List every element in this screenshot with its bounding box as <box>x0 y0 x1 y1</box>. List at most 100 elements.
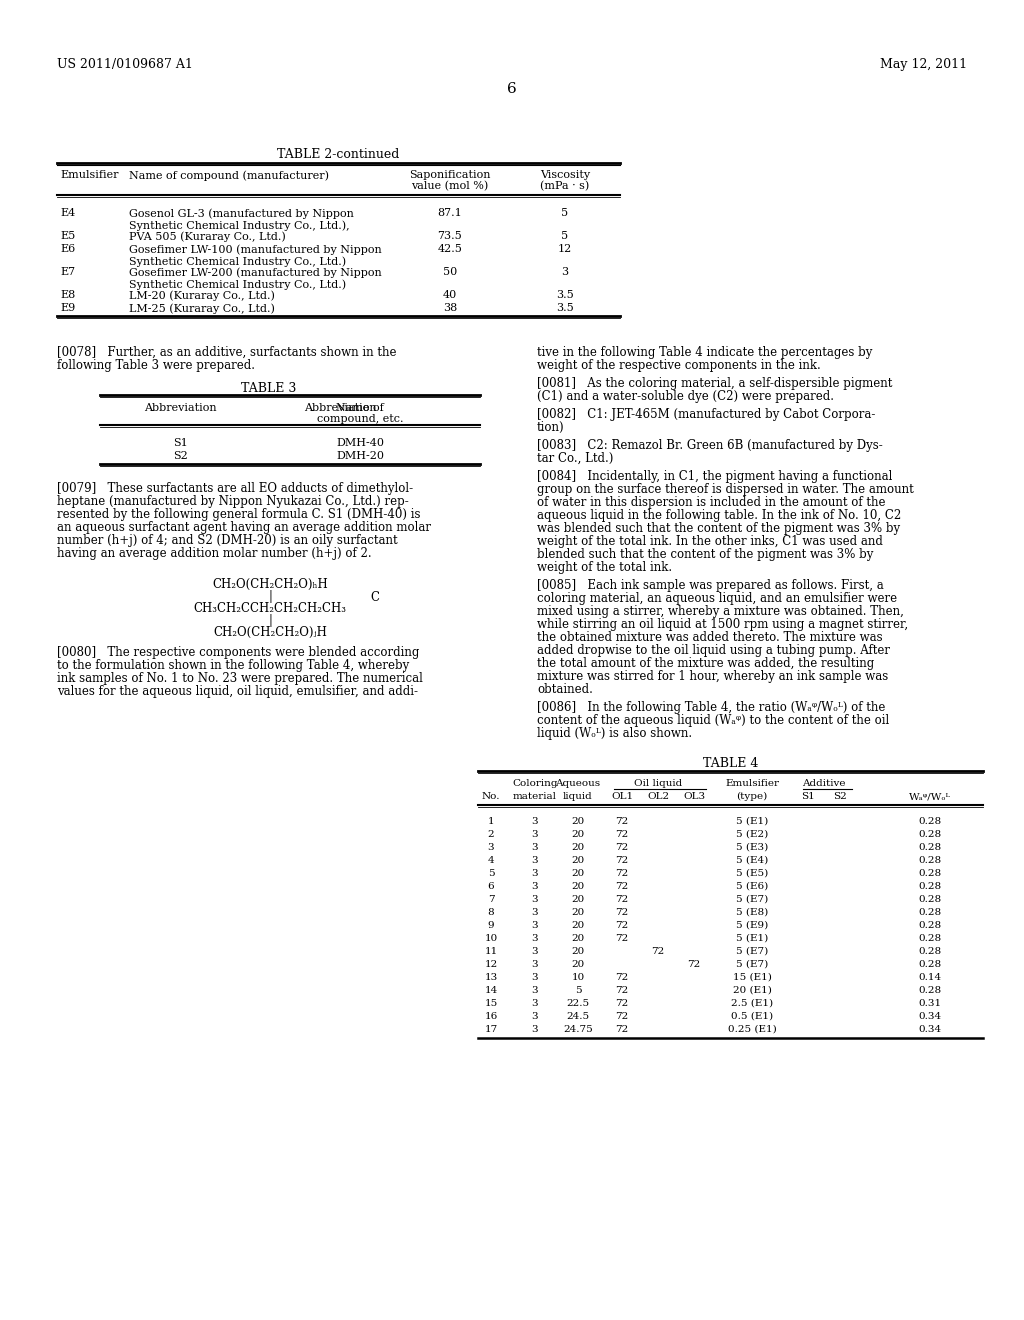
Text: 3: 3 <box>561 267 568 277</box>
Text: DMH-40: DMH-40 <box>336 438 384 447</box>
Text: mixed using a stirrer, whereby a mixture was obtained. Then,: mixed using a stirrer, whereby a mixture… <box>537 605 904 618</box>
Text: TABLE 3: TABLE 3 <box>241 381 296 395</box>
Text: 0.28: 0.28 <box>919 830 941 840</box>
Text: E8: E8 <box>60 290 75 300</box>
Text: 5 (E9): 5 (E9) <box>736 921 768 931</box>
Text: Abbreviation: Abbreviation <box>304 403 376 413</box>
Text: 5 (E7): 5 (E7) <box>736 895 768 904</box>
Text: 15 (E1): 15 (E1) <box>732 973 771 982</box>
Text: No.: No. <box>481 792 501 801</box>
Text: 20: 20 <box>571 830 585 840</box>
Text: 72: 72 <box>615 869 629 878</box>
Text: liquid: liquid <box>563 792 593 801</box>
Text: 5: 5 <box>487 869 495 878</box>
Text: Emulsifier: Emulsifier <box>725 779 779 788</box>
Text: CH₂O(CH₂CH₂O)ⱼH: CH₂O(CH₂CH₂O)ⱼH <box>213 626 327 639</box>
Text: 3: 3 <box>531 817 539 826</box>
Text: S2: S2 <box>834 792 847 801</box>
Text: 11: 11 <box>484 946 498 956</box>
Text: 3: 3 <box>531 946 539 956</box>
Text: (mPa · s): (mPa · s) <box>541 181 590 191</box>
Text: 0.28: 0.28 <box>919 817 941 826</box>
Text: 20: 20 <box>571 946 585 956</box>
Text: 73.5: 73.5 <box>437 231 463 242</box>
Text: [0081]   As the coloring material, a self-dispersible pigment: [0081] As the coloring material, a self-… <box>537 378 892 389</box>
Text: |: | <box>268 614 272 627</box>
Text: 72: 72 <box>615 843 629 851</box>
Text: 0.25 (E1): 0.25 (E1) <box>728 1026 776 1034</box>
Text: 3: 3 <box>531 882 539 891</box>
Text: 16: 16 <box>484 1012 498 1020</box>
Text: Synthetic Chemical Industry Co., Ltd.): Synthetic Chemical Industry Co., Ltd.) <box>129 279 346 289</box>
Text: 0.28: 0.28 <box>919 843 941 851</box>
Text: [0086]   In the following Table 4, the ratio (Wₐᵠ/Wₒᴸ) of the: [0086] In the following Table 4, the rat… <box>537 701 886 714</box>
Text: 3: 3 <box>531 895 539 904</box>
Text: ink samples of No. 1 to No. 23 were prepared. The numerical: ink samples of No. 1 to No. 23 were prep… <box>57 672 423 685</box>
Text: Name of: Name of <box>336 403 384 413</box>
Text: 5 (E8): 5 (E8) <box>736 908 768 917</box>
Text: 10: 10 <box>571 973 585 982</box>
Text: CH₃CH₂CCH₂CH₂CH₂CH₃: CH₃CH₂CCH₂CH₂CH₂CH₃ <box>194 602 346 615</box>
Text: 0.31: 0.31 <box>919 999 941 1008</box>
Text: 20: 20 <box>571 935 585 942</box>
Text: 3: 3 <box>531 830 539 840</box>
Text: Emulsifier: Emulsifier <box>60 170 119 180</box>
Text: 24.75: 24.75 <box>563 1026 593 1034</box>
Text: 3: 3 <box>531 869 539 878</box>
Text: 20: 20 <box>571 817 585 826</box>
Text: liquid (Wₒᴸ) is also shown.: liquid (Wₒᴸ) is also shown. <box>537 727 692 741</box>
Text: US 2011/0109687 A1: US 2011/0109687 A1 <box>57 58 193 71</box>
Text: 0.34: 0.34 <box>919 1012 941 1020</box>
Text: 5: 5 <box>561 209 568 218</box>
Text: 0.14: 0.14 <box>919 973 941 982</box>
Text: added dropwise to the oil liquid using a tubing pump. After: added dropwise to the oil liquid using a… <box>537 644 890 657</box>
Text: 7: 7 <box>487 895 495 904</box>
Text: 5 (E6): 5 (E6) <box>736 882 768 891</box>
Text: E4: E4 <box>60 209 75 218</box>
Text: E7: E7 <box>60 267 75 277</box>
Text: 8: 8 <box>487 908 495 917</box>
Text: of water in this dispersion is included in the amount of the: of water in this dispersion is included … <box>537 496 886 510</box>
Text: 3: 3 <box>487 843 495 851</box>
Text: 13: 13 <box>484 973 498 982</box>
Text: S2: S2 <box>173 451 187 461</box>
Text: 5 (E7): 5 (E7) <box>736 946 768 956</box>
Text: CH₂O(CH₂CH₂O)ₕH: CH₂O(CH₂CH₂O)ₕH <box>212 578 328 591</box>
Text: 20 (E1): 20 (E1) <box>732 986 771 995</box>
Text: value (mol %): value (mol %) <box>412 181 488 191</box>
Text: Name of compound (manufacturer): Name of compound (manufacturer) <box>129 170 329 181</box>
Text: 12: 12 <box>484 960 498 969</box>
Text: Oil liquid: Oil liquid <box>634 779 682 788</box>
Text: Saponification: Saponification <box>410 170 490 180</box>
Text: 72: 72 <box>615 1012 629 1020</box>
Text: 5 (E5): 5 (E5) <box>736 869 768 878</box>
Text: 3: 3 <box>531 986 539 995</box>
Text: 5 (E2): 5 (E2) <box>736 830 768 840</box>
Text: [0083]   C2: Remazol Br. Green 6B (manufactured by Dys-: [0083] C2: Remazol Br. Green 6B (manufac… <box>537 440 883 451</box>
Text: 3: 3 <box>531 855 539 865</box>
Text: 5 (E7): 5 (E7) <box>736 960 768 969</box>
Text: 0.28: 0.28 <box>919 895 941 904</box>
Text: 5 (E3): 5 (E3) <box>736 843 768 851</box>
Text: group on the surface thereof is dispersed in water. The amount: group on the surface thereof is disperse… <box>537 483 913 496</box>
Text: Viscosity: Viscosity <box>540 170 590 180</box>
Text: 22.5: 22.5 <box>566 999 590 1008</box>
Text: weight of the total ink. In the other inks, C1 was used and: weight of the total ink. In the other in… <box>537 535 883 548</box>
Text: 0.28: 0.28 <box>919 946 941 956</box>
Text: 0.28: 0.28 <box>919 960 941 969</box>
Text: PVA 505 (Kuraray Co., Ltd.): PVA 505 (Kuraray Co., Ltd.) <box>129 231 286 242</box>
Text: weight of the total ink.: weight of the total ink. <box>537 561 672 574</box>
Text: [0080]   The respective components were blended according: [0080] The respective components were bl… <box>57 645 420 659</box>
Text: [0078]   Further, as an additive, surfactants shown in the: [0078] Further, as an additive, surfacta… <box>57 346 396 359</box>
Text: Additive: Additive <box>802 779 846 788</box>
Text: 87.1: 87.1 <box>437 209 463 218</box>
Text: 20: 20 <box>571 882 585 891</box>
Text: (type): (type) <box>736 792 768 801</box>
Text: 20: 20 <box>571 855 585 865</box>
Text: 2.5 (E1): 2.5 (E1) <box>731 999 773 1008</box>
Text: Aqueous: Aqueous <box>555 779 600 788</box>
Text: Synthetic Chemical Industry Co., Ltd.): Synthetic Chemical Industry Co., Ltd.) <box>129 256 346 267</box>
Text: weight of the respective components in the ink.: weight of the respective components in t… <box>537 359 821 372</box>
Text: 38: 38 <box>442 304 457 313</box>
Text: 0.28: 0.28 <box>919 921 941 931</box>
